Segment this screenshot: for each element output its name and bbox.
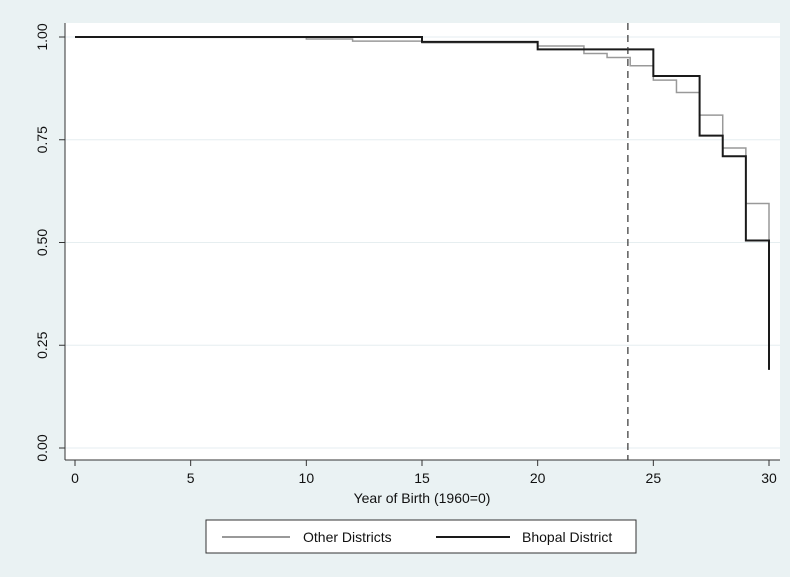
legend-label-bhopal-district: Bhopal District	[522, 529, 612, 545]
x-tick-label: 0	[71, 470, 79, 486]
series-lines	[75, 36, 770, 370]
series-line-other-districts	[75, 36, 770, 366]
x-tick-label: 25	[646, 470, 662, 486]
legend-label-other-districts: Other Districts	[303, 529, 392, 545]
y-ticks: 0.00 0.25 0.50 0.75 1.00	[34, 23, 65, 462]
x-tick-label: 30	[761, 470, 777, 486]
x-tick-label: 15	[414, 470, 430, 486]
plot-area	[65, 23, 780, 460]
y-tick-label: 0.00	[34, 434, 50, 461]
legend: Other Districts Bhopal District	[205, 519, 637, 554]
x-axis-label: Year of Birth (1960=0)	[354, 490, 491, 506]
x-tick-label: 5	[187, 470, 195, 486]
x-tick-label: 10	[299, 470, 315, 486]
y-tick-label: 0.75	[34, 126, 50, 153]
series-line-bhopal-district	[75, 36, 770, 370]
x-tick-label: 20	[530, 470, 546, 486]
y-tick-label: 0.50	[34, 229, 50, 256]
y-tick-label: 0.25	[34, 331, 50, 358]
x-ticks: 0 5 10 15 20 25 30	[71, 460, 777, 486]
y-tick-label: 1.00	[34, 23, 50, 50]
grid-lines	[65, 36, 780, 449]
